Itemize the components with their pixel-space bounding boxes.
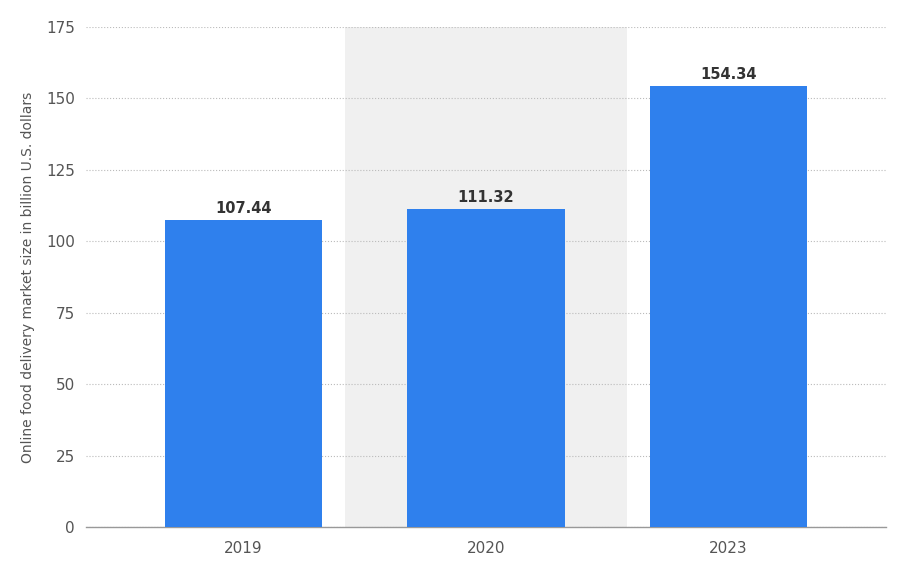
Text: 154.34: 154.34 (700, 66, 756, 81)
Y-axis label: Online food delivery market size in billion U.S. dollars: Online food delivery market size in bill… (21, 91, 34, 463)
Bar (346, 27, 627, 527)
Bar (165, 220, 322, 527)
Text: 107.44: 107.44 (215, 201, 272, 216)
Bar (649, 86, 807, 527)
Text: 111.32: 111.32 (458, 190, 514, 205)
Bar (407, 209, 565, 527)
